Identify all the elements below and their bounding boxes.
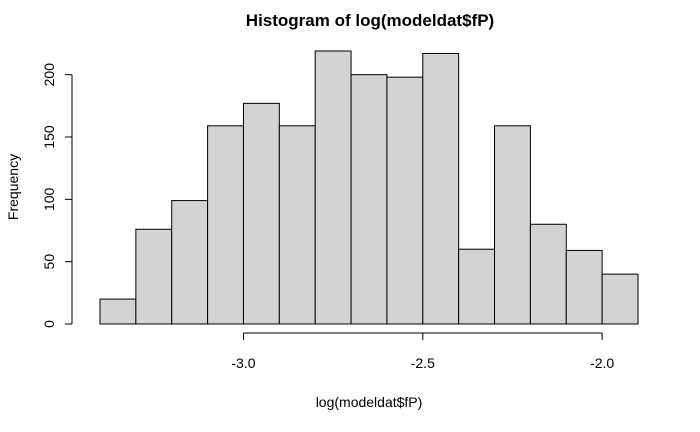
- x-axis-label: log(modeldat$fP): [316, 394, 423, 410]
- histogram-bar: [314, 50, 352, 325]
- histogram-bar: [422, 52, 460, 325]
- histogram-bar: [171, 200, 209, 325]
- y-axis: 0 50 100 150 200: [41, 63, 73, 328]
- y-tick-label: 0: [41, 320, 57, 328]
- histogram-bar: [135, 228, 173, 325]
- bars-group: [99, 50, 639, 325]
- y-tick-label: 50: [41, 254, 57, 270]
- histogram-bar: [386, 76, 424, 325]
- y-tick-label: 100: [41, 187, 57, 211]
- histogram-bar: [278, 125, 316, 325]
- y-axis-label: Frequency: [5, 154, 21, 220]
- chart-title: Histogram of log(modeldat$fP): [246, 11, 494, 30]
- histogram-bar: [242, 102, 280, 325]
- histogram-bar: [99, 298, 137, 325]
- x-tick-label: -2.5: [411, 355, 435, 371]
- histogram-bar: [529, 223, 567, 325]
- y-tick-label: 150: [41, 125, 57, 149]
- x-tick-label: -3.0: [231, 355, 255, 371]
- histogram-bar: [601, 273, 639, 325]
- histogram-bar: [565, 249, 603, 325]
- histogram-bar: [494, 125, 531, 325]
- x-tick-label: -2.0: [590, 355, 614, 371]
- histogram-bar: [350, 74, 388, 325]
- y-tick-label: 200: [41, 63, 57, 87]
- x-axis: -3.0 -2.5 -2.0: [231, 332, 614, 371]
- histogram-bar: [458, 248, 496, 325]
- histogram-bar: [207, 125, 244, 325]
